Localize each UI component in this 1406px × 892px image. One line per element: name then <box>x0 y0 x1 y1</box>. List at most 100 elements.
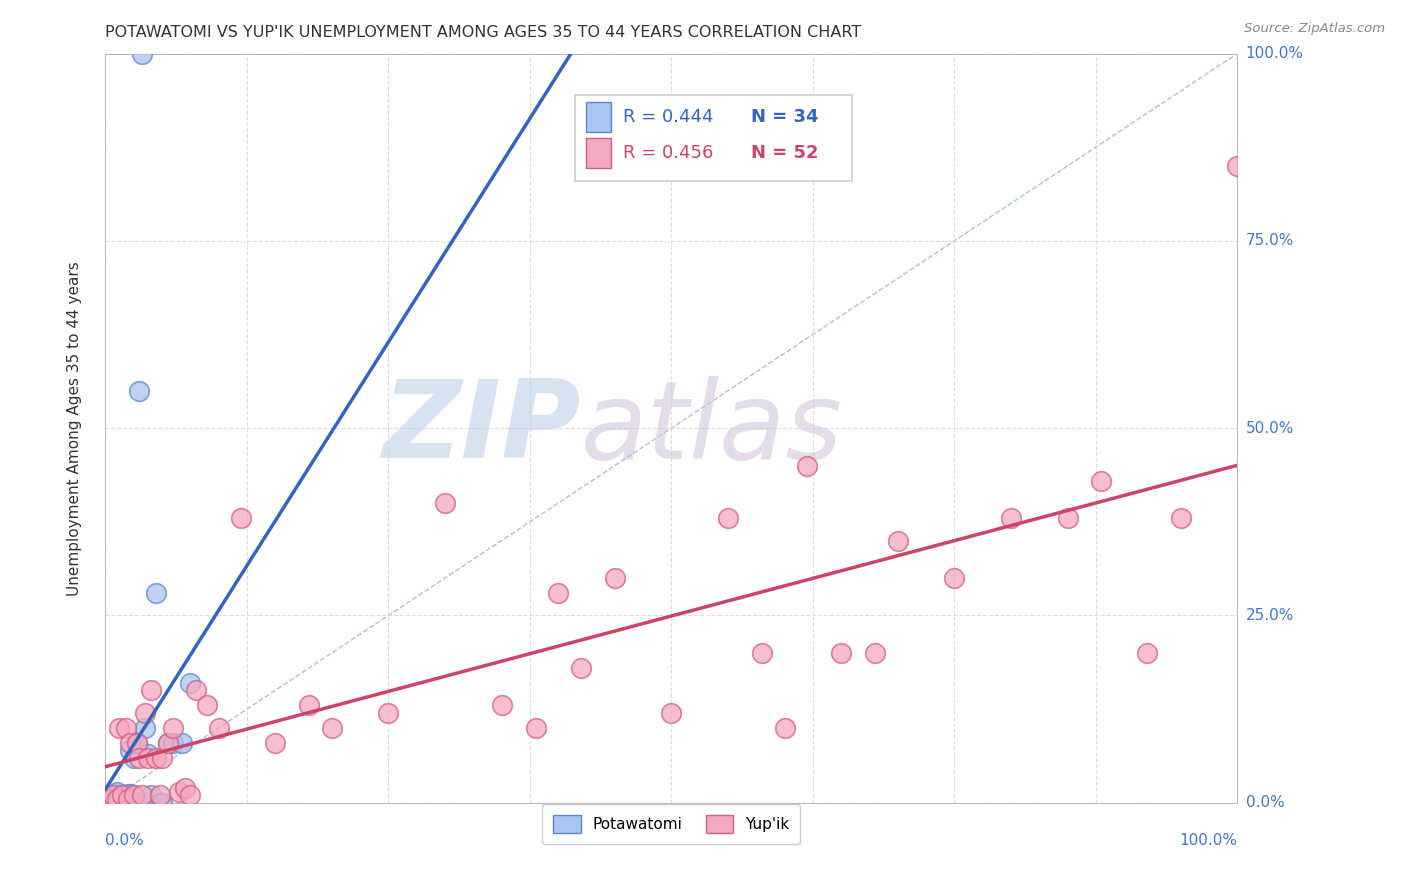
Point <box>108 721 131 735</box>
Text: N = 34: N = 34 <box>751 108 818 126</box>
Point <box>264 736 287 750</box>
Point <box>128 751 150 765</box>
Point <box>524 721 547 735</box>
Point <box>105 792 128 806</box>
Text: POTAWATOMI VS YUP'IK UNEMPLOYMENT AMONG AGES 35 TO 44 YEARS CORRELATION CHART: POTAWATOMI VS YUP'IK UNEMPLOYMENT AMONG … <box>105 25 862 40</box>
Point <box>491 698 513 713</box>
Point <box>1170 511 1192 525</box>
Text: 100.0%: 100.0% <box>1246 46 1303 61</box>
Point <box>117 787 139 801</box>
Point <box>111 792 134 806</box>
Point <box>603 571 626 585</box>
Point <box>114 721 136 735</box>
Point <box>134 721 156 735</box>
Point <box>162 721 184 735</box>
Y-axis label: Unemployment Among Ages 35 to 44 years: Unemployment Among Ages 35 to 44 years <box>67 260 82 596</box>
Point <box>150 796 173 810</box>
Point <box>231 511 253 525</box>
Point <box>120 787 142 801</box>
Point <box>179 789 201 803</box>
Point <box>156 736 179 750</box>
Point <box>172 736 194 750</box>
Point <box>661 706 683 720</box>
Point <box>122 789 145 803</box>
Point <box>127 736 149 750</box>
Point <box>1000 511 1022 525</box>
Point <box>105 792 128 806</box>
Point <box>114 789 136 804</box>
Point <box>128 384 150 398</box>
FancyBboxPatch shape <box>575 95 852 181</box>
Point <box>1136 646 1159 660</box>
Point <box>717 511 740 525</box>
Text: 0.0%: 0.0% <box>105 833 145 848</box>
Point <box>1226 159 1249 173</box>
Point <box>108 792 131 806</box>
Text: 50.0%: 50.0% <box>1246 421 1294 435</box>
Point <box>150 751 173 765</box>
Point <box>179 676 201 690</box>
Point <box>167 784 190 798</box>
Point <box>104 793 127 807</box>
Point <box>114 792 136 806</box>
Point <box>138 751 160 765</box>
Point <box>569 661 592 675</box>
Point <box>120 736 142 750</box>
Point <box>547 586 569 600</box>
Point <box>145 586 167 600</box>
FancyBboxPatch shape <box>586 138 612 169</box>
Point <box>139 789 162 803</box>
Point <box>127 736 149 750</box>
Point <box>1090 474 1112 488</box>
Text: 25.0%: 25.0% <box>1246 608 1294 623</box>
Point <box>105 787 128 801</box>
Point <box>145 751 167 765</box>
Point <box>773 721 796 735</box>
Point <box>156 736 179 750</box>
Point <box>122 751 145 765</box>
Point <box>131 46 153 61</box>
Text: N = 52: N = 52 <box>751 145 818 162</box>
Point <box>863 646 886 660</box>
Point <box>208 721 231 735</box>
Point <box>173 780 195 795</box>
Point <box>184 683 207 698</box>
Point <box>298 698 321 713</box>
FancyBboxPatch shape <box>586 103 612 132</box>
Point <box>103 789 125 803</box>
Point <box>195 698 218 713</box>
Point <box>134 706 156 720</box>
Point <box>830 646 852 660</box>
Point <box>131 789 153 803</box>
Point <box>139 683 162 698</box>
Point <box>120 743 142 757</box>
Point <box>149 796 172 810</box>
Point <box>111 789 134 803</box>
Point <box>117 792 139 806</box>
Point <box>100 792 122 806</box>
Point <box>105 784 128 798</box>
Point <box>103 793 125 807</box>
Point <box>887 533 910 548</box>
Point <box>117 789 139 804</box>
Text: 100.0%: 100.0% <box>1180 833 1237 848</box>
Point <box>108 789 131 804</box>
Text: atlas: atlas <box>581 376 842 481</box>
Point <box>943 571 966 585</box>
Point <box>149 789 172 803</box>
Point <box>122 789 145 803</box>
Point <box>1056 511 1078 525</box>
Point <box>138 747 160 761</box>
Point <box>751 646 773 660</box>
Point <box>100 792 122 806</box>
Text: 0.0%: 0.0% <box>1246 796 1284 810</box>
Point <box>377 706 399 720</box>
Text: R = 0.456: R = 0.456 <box>623 145 713 162</box>
Point <box>162 736 184 750</box>
Text: Source: ZipAtlas.com: Source: ZipAtlas.com <box>1244 22 1385 36</box>
Legend: Potawatomi, Yup'ik: Potawatomi, Yup'ik <box>543 804 800 844</box>
Point <box>111 789 134 803</box>
Point <box>433 496 456 510</box>
Text: 75.0%: 75.0% <box>1246 234 1294 248</box>
Text: ZIP: ZIP <box>382 376 581 481</box>
